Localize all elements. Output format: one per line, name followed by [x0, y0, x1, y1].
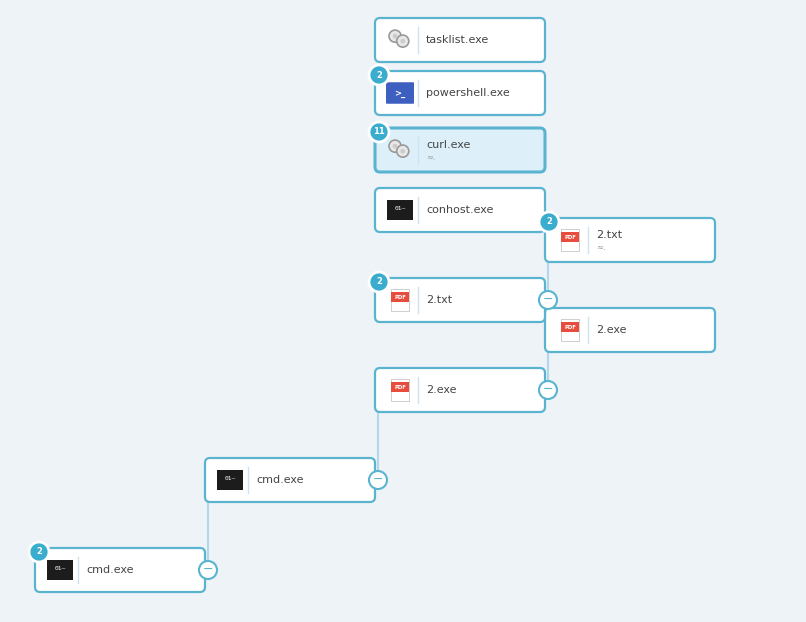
Circle shape — [393, 144, 397, 149]
Circle shape — [401, 149, 405, 154]
Text: 2: 2 — [546, 218, 552, 226]
Circle shape — [29, 542, 49, 562]
Text: PDF: PDF — [564, 234, 576, 239]
Text: >_: >_ — [394, 88, 405, 98]
Text: powershell.exe: powershell.exe — [426, 88, 509, 98]
Circle shape — [401, 39, 405, 44]
FancyBboxPatch shape — [375, 368, 545, 412]
Circle shape — [389, 30, 401, 42]
Text: 2.txt: 2.txt — [596, 230, 622, 240]
FancyBboxPatch shape — [375, 188, 545, 232]
FancyBboxPatch shape — [391, 379, 409, 401]
Text: cmd.exe: cmd.exe — [86, 565, 134, 575]
Text: ≈.: ≈. — [596, 243, 605, 251]
Text: curl.exe: curl.exe — [426, 140, 471, 150]
FancyBboxPatch shape — [391, 289, 409, 311]
Text: −: − — [372, 473, 383, 486]
Text: 01—: 01— — [54, 567, 65, 572]
Text: −: − — [542, 293, 553, 306]
Text: 01—: 01— — [394, 207, 405, 211]
FancyBboxPatch shape — [375, 128, 545, 172]
Text: PDF: PDF — [394, 385, 406, 390]
FancyBboxPatch shape — [387, 200, 413, 220]
Circle shape — [369, 65, 389, 85]
FancyBboxPatch shape — [217, 470, 243, 490]
Circle shape — [539, 212, 559, 232]
Circle shape — [393, 34, 397, 39]
Circle shape — [369, 471, 387, 489]
FancyBboxPatch shape — [35, 548, 205, 592]
FancyBboxPatch shape — [561, 232, 579, 242]
FancyBboxPatch shape — [391, 383, 409, 392]
FancyBboxPatch shape — [205, 458, 375, 502]
Text: cmd.exe: cmd.exe — [256, 475, 304, 485]
FancyBboxPatch shape — [386, 82, 414, 104]
Text: 2.exe: 2.exe — [596, 325, 626, 335]
FancyBboxPatch shape — [561, 229, 579, 251]
Circle shape — [539, 291, 557, 309]
Text: 2: 2 — [36, 547, 42, 557]
Text: PDF: PDF — [564, 325, 576, 330]
Text: 2: 2 — [376, 277, 382, 287]
Text: ≈.: ≈. — [426, 152, 435, 162]
FancyBboxPatch shape — [375, 278, 545, 322]
Text: 2.exe: 2.exe — [426, 385, 456, 395]
FancyBboxPatch shape — [545, 218, 715, 262]
Text: 11: 11 — [373, 128, 385, 136]
FancyBboxPatch shape — [391, 292, 409, 302]
Circle shape — [199, 561, 217, 579]
Circle shape — [369, 272, 389, 292]
Text: 2.txt: 2.txt — [426, 295, 452, 305]
Circle shape — [389, 140, 401, 152]
Text: PDF: PDF — [394, 295, 406, 300]
FancyBboxPatch shape — [561, 322, 579, 332]
Text: −: − — [542, 383, 553, 396]
FancyBboxPatch shape — [375, 18, 545, 62]
FancyBboxPatch shape — [47, 560, 73, 580]
Circle shape — [397, 145, 409, 157]
FancyBboxPatch shape — [561, 319, 579, 341]
Text: −: − — [203, 563, 214, 576]
Text: 01—: 01— — [224, 476, 235, 481]
Circle shape — [369, 122, 389, 142]
FancyBboxPatch shape — [375, 71, 545, 115]
Text: tasklist.exe: tasklist.exe — [426, 35, 489, 45]
Circle shape — [539, 381, 557, 399]
FancyBboxPatch shape — [545, 308, 715, 352]
Circle shape — [397, 35, 409, 47]
Text: 2: 2 — [376, 70, 382, 80]
Text: conhost.exe: conhost.exe — [426, 205, 493, 215]
